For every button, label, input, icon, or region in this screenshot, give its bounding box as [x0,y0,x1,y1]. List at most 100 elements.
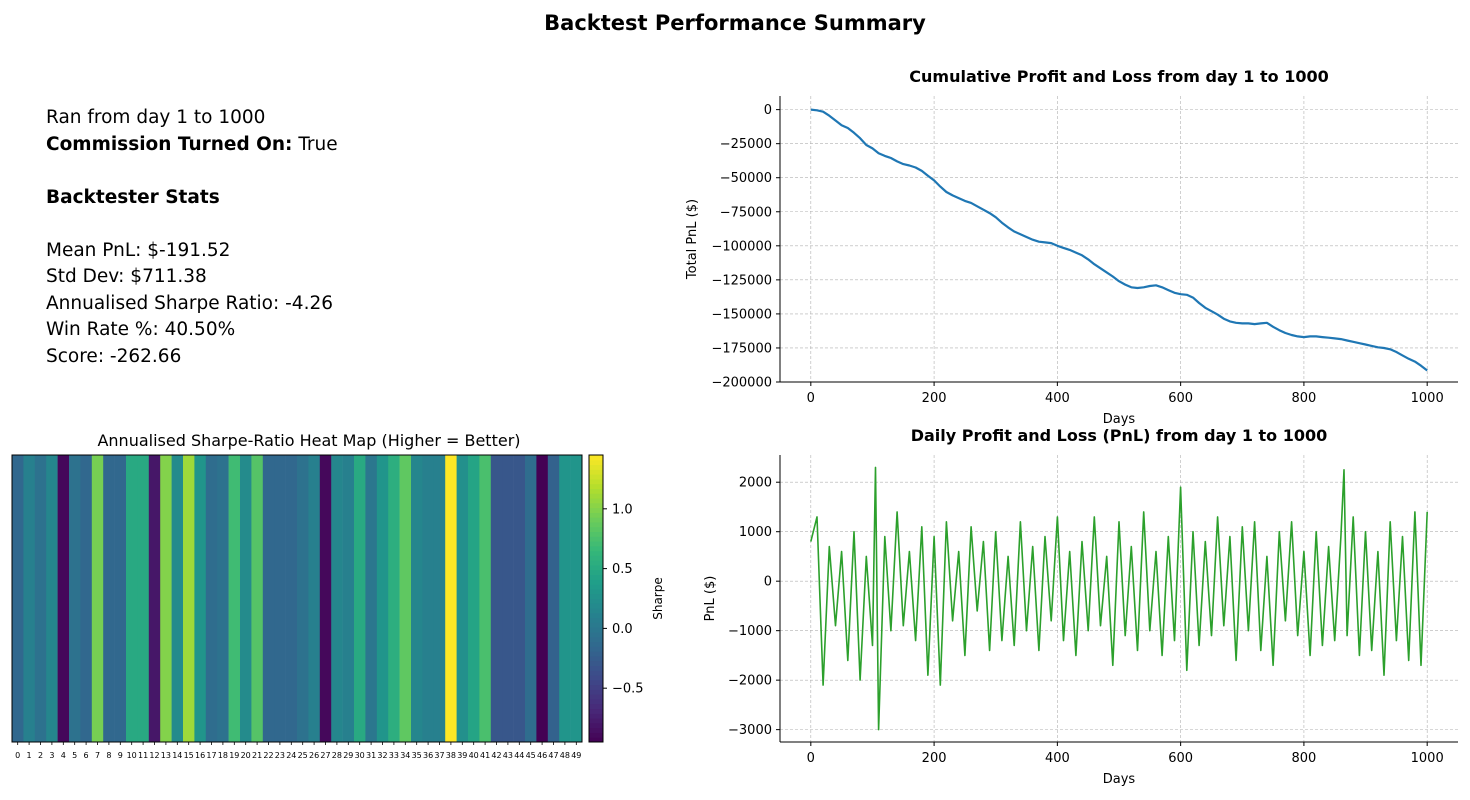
colorbar-segment [589,455,603,461]
heatmap-x-tick-label: 28 [332,751,342,760]
daily-pnl-y-tick-label: 0 [764,575,772,590]
heatmap-x-tick-label: 44 [514,751,524,760]
heatmap-cell [69,455,81,742]
cumulative-pnl-y-tick-label: 0 [764,103,772,118]
colorbar-segment [589,646,603,652]
colorbar-segment [589,631,603,638]
colorbar-segment [589,502,603,509]
colorbar-segment [589,474,603,480]
heatmap-cell [365,455,378,742]
cumulative-pnl-y-tick-label: −25000 [720,137,772,152]
heatmap-x-tick-label: 37 [434,751,444,760]
colorbar-segment [589,593,603,599]
heatmap-cell [388,455,400,742]
colorbar-segment [589,722,603,729]
daily-pnl-x-tick-label: 600 [1168,751,1193,766]
heatmap-x-tick-label: 13 [161,751,171,760]
heatmap-cell [12,455,24,742]
heatmap-x-tick-label: 11 [138,751,148,760]
heatmap-cell [547,455,560,742]
heatmap-x-tick-label: 31 [366,751,376,760]
heatmap-title: Annualised Sharpe-Ratio Heat Map (Higher… [97,431,520,450]
heatmap-cell [80,455,93,742]
heatmap-cell [536,455,549,742]
heatmap-x-tick-label: 17 [206,751,216,760]
daily-pnl-series-line [810,466,1428,731]
heatmap-x-tick-label: 43 [503,751,513,760]
heatmap-x-tick-label: 39 [457,751,467,760]
cumulative-pnl-x-tick-label: 1000 [1411,391,1444,406]
commission-value: True [298,133,338,155]
heatmap-cell [445,455,457,742]
heatmap-x-tick-label: 47 [548,751,558,760]
heatmap-cell [502,455,514,742]
page-title: Backtest Performance Summary [544,11,926,35]
daily-pnl-x-axis-label: Days [1103,772,1136,787]
colorbar-segment [589,718,603,724]
heatmap-cell [137,455,150,742]
std-dev-stat: Std Dev: $711.38 [46,266,207,287]
heatmap-cell [456,455,469,742]
heatmap-x-tick-label: 5 [72,751,77,760]
heatmap-cell [354,455,366,742]
heatmap-x-tick-label: 2 [38,751,43,760]
cumulative-pnl-title: Cumulative Profit and Loss from day 1 to… [909,67,1328,86]
colorbar-segment [589,698,603,705]
score-stat: Score: -262.66 [46,345,182,367]
colorbar-segment [589,555,603,561]
colorbar-segment [589,569,603,576]
colorbar-segment [589,498,603,504]
heatmap-cell [251,455,264,742]
heatmap-x-tick-label: 14 [172,751,182,760]
colorbar-segment [589,469,603,475]
heatmap-x-tick-label: 21 [252,751,262,760]
heatmap-cell [23,455,36,742]
heatmap-cell [525,455,537,742]
colorbar-segment [589,713,603,719]
heatmap-cell [171,455,184,742]
cumulative-pnl-y-tick-label: −200000 [711,376,772,391]
heatmap-cell [194,455,207,742]
heatmap-cell [513,455,526,742]
colorbar-segment [589,694,603,700]
colorbar-segment [589,560,603,566]
daily-pnl-x-tick-label: 200 [922,751,947,766]
colorbar-segment [589,588,603,595]
colorbar-segment [589,660,603,666]
heatmap-cell [262,455,275,742]
heatmap-x-tick-label: 45 [526,751,536,760]
heatmap-x-tick-label: 38 [446,751,456,760]
colorbar-segment [589,689,603,695]
cumulative-pnl-x-axis-label: Days [1103,412,1136,427]
colorbar-segment [589,703,603,710]
heatmap-frame [11,454,583,743]
heatmap-x-tick-label: 24 [286,751,296,760]
heatmap-cell [240,455,252,742]
heatmap-cell [205,455,218,742]
heatmap-x-tick-label: 4 [61,751,66,760]
heatmap-cell [285,455,298,742]
heatmap-cell [46,455,58,742]
heatmap-x-tick-label: 18 [218,751,228,760]
stats-panel: Ran from day 1 to 1000 Commission Turned… [46,105,338,370]
heatmap-cell [148,455,161,742]
cumulative-pnl-y-tick-label: −150000 [711,307,772,322]
colorbar-segment [589,521,603,528]
cumulative-pnl-y-tick-label: −100000 [711,239,772,254]
cumulative-pnl-x-tick-label: 400 [1045,391,1070,406]
colorbar-segment [589,684,603,690]
daily-pnl-y-tick-label: −1000 [728,624,772,639]
daily-pnl-x-tick-label: 800 [1291,751,1316,766]
colorbar-segment [589,636,603,643]
heatmap-cell [297,455,309,742]
colorbar-segment [589,708,603,714]
colorbar-segment [589,622,603,628]
colorbar-segment [589,545,603,552]
heatmap-x-tick-label: 6 [84,751,89,760]
commission-separator: : [285,133,293,155]
daily-pnl-y-tick-label: −3000 [728,723,772,738]
colorbar-segment [589,512,603,518]
heatmap-x-tick-label: 19 [229,751,239,760]
heatmap-cell [411,455,423,742]
colorbar-segment [589,608,603,614]
